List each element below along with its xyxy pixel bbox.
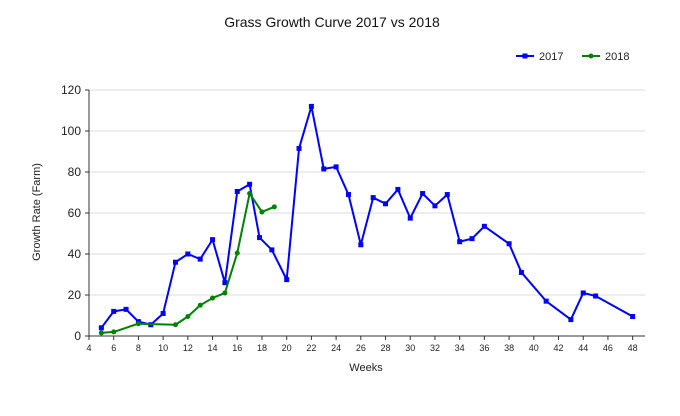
legend-label: 2017 <box>539 51 563 63</box>
series-line-2018 <box>101 192 275 334</box>
y-tick-label: 80 <box>68 165 82 179</box>
data-point <box>185 251 191 257</box>
data-point <box>444 192 450 198</box>
x-tick-label: 28 <box>381 343 391 353</box>
legend-marker <box>588 53 594 59</box>
data-point <box>296 145 302 151</box>
data-point <box>457 239 463 245</box>
data-point <box>210 237 216 243</box>
y-tick-label: 100 <box>61 124 81 138</box>
y-tick-label: 40 <box>68 247 82 261</box>
x-tick-label: 32 <box>430 343 440 353</box>
data-point <box>383 201 389 207</box>
legend-item-2017: 2017 <box>516 51 563 63</box>
data-point <box>160 310 166 316</box>
series-2017 <box>98 103 636 331</box>
x-tick-label: 14 <box>208 343 218 353</box>
x-tick-label: 38 <box>504 343 514 353</box>
data-point <box>518 269 524 275</box>
data-point <box>98 325 104 331</box>
data-point <box>345 192 351 198</box>
data-point <box>172 259 178 265</box>
data-point <box>259 209 265 215</box>
data-point <box>271 204 277 210</box>
data-point <box>568 317 574 323</box>
data-point <box>234 188 240 194</box>
data-point <box>407 215 413 221</box>
data-point <box>172 322 178 328</box>
data-point <box>580 290 586 296</box>
data-point <box>197 302 203 308</box>
data-point <box>222 280 228 286</box>
data-point <box>630 314 636 320</box>
data-point <box>210 295 216 301</box>
data-point <box>247 181 253 187</box>
x-axis-label: Weeks <box>349 362 383 374</box>
legend-item-2018: 2018 <box>582 51 629 63</box>
x-tick-label: 12 <box>183 343 193 353</box>
y-tick-label: 60 <box>68 206 82 220</box>
x-tick-label: 6 <box>111 343 116 353</box>
x-tick-label: 26 <box>356 343 366 353</box>
data-point <box>593 293 599 299</box>
data-point <box>432 203 438 209</box>
data-point <box>420 191 426 197</box>
chart-title: Grass Growth Curve 2017 vs 2018 <box>224 14 440 30</box>
data-point <box>111 308 117 314</box>
x-tick-label: 8 <box>136 343 141 353</box>
x-tick-label: 34 <box>455 343 465 353</box>
x-tick-label: 36 <box>479 343 489 353</box>
x-tick-label: 16 <box>232 343 242 353</box>
data-point <box>269 247 275 253</box>
series-group <box>98 103 636 336</box>
data-point <box>111 329 117 335</box>
x-tick-label: 4 <box>86 343 91 353</box>
x-tick-label: 20 <box>282 343 292 353</box>
data-point <box>257 235 263 241</box>
x-tick-label: 10 <box>158 343 168 353</box>
data-point <box>197 256 203 262</box>
x-tick-label: 44 <box>578 343 588 353</box>
data-point <box>543 298 549 304</box>
x-tick-label: 24 <box>331 343 341 353</box>
data-point <box>333 164 339 170</box>
legend: 2017 2018 <box>516 51 629 63</box>
x-tick-label: 40 <box>529 343 539 353</box>
y-tick-label: 120 <box>61 83 81 97</box>
y-axis-label: Growth Rate (Farm) <box>31 163 43 261</box>
data-point <box>247 191 253 197</box>
data-point <box>234 250 240 256</box>
data-point <box>481 223 487 229</box>
data-point <box>185 314 191 320</box>
x-tick-label: 46 <box>603 343 613 353</box>
legend-marker <box>522 53 528 59</box>
x-tick-label: 30 <box>405 343 415 353</box>
y-tick-label: 0 <box>74 329 81 343</box>
x-tick-label: 42 <box>554 343 564 353</box>
data-point <box>506 241 512 247</box>
data-point <box>469 236 475 242</box>
data-point <box>222 290 228 296</box>
y-tick-label: 20 <box>68 288 82 302</box>
data-point <box>395 186 401 192</box>
data-point <box>321 166 327 172</box>
data-point <box>308 103 314 109</box>
data-point <box>123 306 129 312</box>
series-2018 <box>98 191 277 336</box>
data-point <box>284 277 290 283</box>
data-point <box>98 330 104 336</box>
data-point <box>370 195 376 201</box>
x-tick-label: 48 <box>628 343 638 353</box>
data-point <box>358 242 364 248</box>
legend-label: 2018 <box>605 51 629 63</box>
x-tick-label: 18 <box>257 343 267 353</box>
x-tick-label: 22 <box>306 343 316 353</box>
grid <box>89 89 645 296</box>
data-point <box>135 321 141 327</box>
